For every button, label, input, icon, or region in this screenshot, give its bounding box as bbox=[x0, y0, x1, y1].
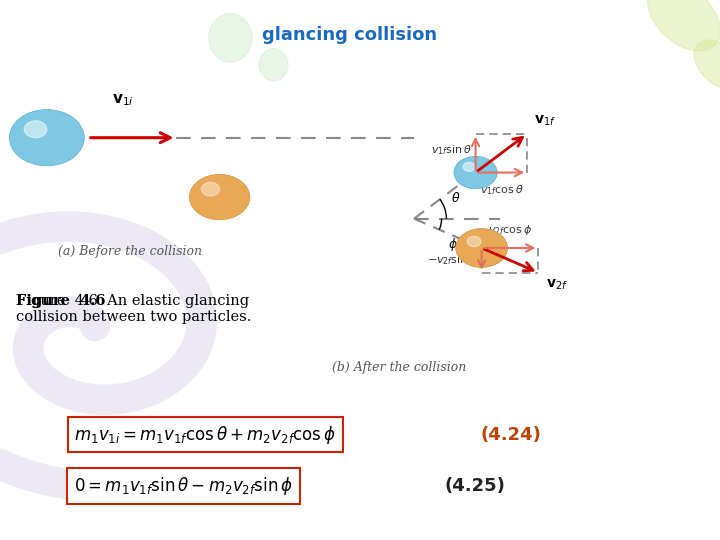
Text: glancing collision: glancing collision bbox=[261, 26, 437, 44]
Circle shape bbox=[9, 110, 84, 166]
Text: $\mathbf{v}_{1f}$: $\mathbf{v}_{1f}$ bbox=[534, 114, 557, 129]
Text: Figure  4.6: Figure 4.6 bbox=[16, 294, 105, 308]
Text: $\theta$: $\theta$ bbox=[451, 191, 461, 205]
Text: $\phi$: $\phi$ bbox=[448, 236, 458, 253]
Ellipse shape bbox=[648, 0, 720, 51]
Circle shape bbox=[202, 183, 220, 196]
Ellipse shape bbox=[209, 14, 252, 62]
Circle shape bbox=[456, 228, 508, 267]
Text: Figure  4.6  An elastic glancing
collision between two particles.: Figure 4.6 An elastic glancing collision… bbox=[16, 294, 251, 325]
Text: $v_{1f}\sin\theta$: $v_{1f}\sin\theta$ bbox=[431, 144, 472, 157]
Text: $-v_{2f}\sin\phi$: $-v_{2f}\sin\phi$ bbox=[428, 253, 478, 267]
Text: $0 = m_1v_{1f}\sin\theta - m_2v_{2f}\sin\phi$: $0 = m_1v_{1f}\sin\theta - m_2v_{2f}\sin… bbox=[74, 475, 293, 497]
Text: $v_{1f}\cos\theta$: $v_{1f}\cos\theta$ bbox=[480, 184, 523, 197]
Text: $\mathbf{v}_{2f}$: $\mathbf{v}_{2f}$ bbox=[546, 278, 567, 292]
Ellipse shape bbox=[694, 40, 720, 90]
Text: $\mathbf{v}_{1i}$: $\mathbf{v}_{1i}$ bbox=[112, 92, 133, 108]
Circle shape bbox=[189, 174, 250, 220]
Text: (4.24): (4.24) bbox=[481, 426, 541, 444]
Text: (b) After the collision: (b) After the collision bbox=[333, 361, 467, 374]
Text: $v_{2f}\cos\phi$: $v_{2f}\cos\phi$ bbox=[488, 223, 532, 237]
Circle shape bbox=[454, 157, 497, 189]
Ellipse shape bbox=[259, 49, 288, 81]
Circle shape bbox=[463, 163, 475, 171]
Circle shape bbox=[24, 121, 47, 138]
Text: (a) Before the collision: (a) Before the collision bbox=[58, 245, 202, 258]
Text: (4.25): (4.25) bbox=[445, 477, 505, 495]
Text: $m_1v_{1i} = m_1v_{1f}\cos\theta + m_2v_{2f}\cos\phi$: $m_1v_{1i} = m_1v_{1f}\cos\theta + m_2v_… bbox=[74, 424, 336, 446]
Circle shape bbox=[467, 237, 481, 247]
